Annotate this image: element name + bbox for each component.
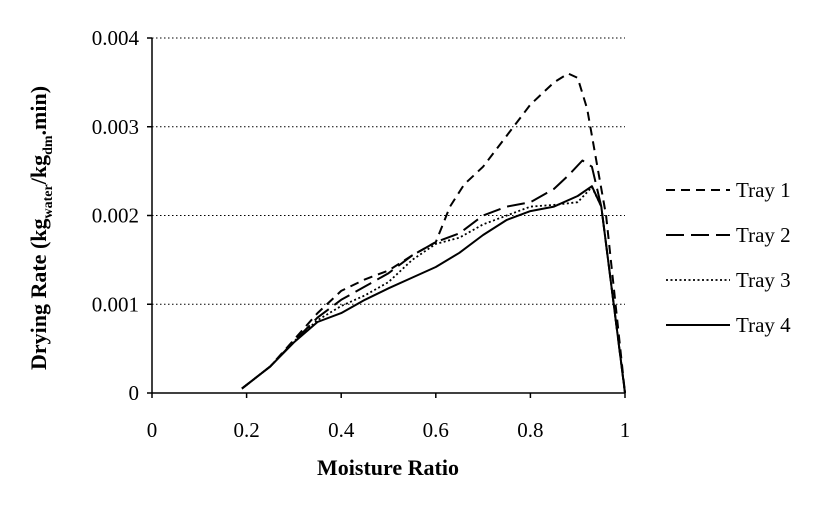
series-line-tray-1	[241, 72, 626, 394]
y-axis-title-mid: /kg	[26, 155, 51, 185]
y-axis-title-sub1: water	[41, 184, 56, 218]
series-line-tray-4	[241, 185, 626, 394]
legend-label: Tray 4	[736, 313, 791, 337]
series-line-tray-3	[241, 186, 626, 394]
x-tick-label: 0.4	[328, 418, 355, 442]
legend: Tray 1 Tray 2 Tray 3 Tray 4	[666, 178, 791, 337]
y-tick-label: 0.003	[92, 115, 139, 139]
legend-label: Tray 2	[736, 223, 791, 247]
y-tick-label: 0.001	[92, 292, 139, 316]
series-lines	[241, 72, 626, 394]
x-tick-label: 1	[620, 418, 631, 442]
y-axis-title-end: .min)	[26, 86, 51, 136]
legend-label: Tray 3	[736, 268, 791, 292]
x-tick-label: 0.2	[233, 418, 259, 442]
y-tick-label: 0	[129, 381, 140, 405]
y-axis-title-sub2: dm	[41, 135, 56, 155]
y-tick-label: 0.002	[92, 204, 139, 228]
y-tick-label: 0.004	[92, 26, 140, 50]
x-tick-label: 0.8	[517, 418, 543, 442]
x-tick-label: 0.6	[423, 418, 449, 442]
y-tick-labels: 0 0.001 0.002 0.003 0.004	[92, 26, 152, 405]
legend-label: Tray 1	[736, 178, 791, 202]
grid-lines	[152, 37, 625, 305]
x-tick-labels: 0 0.2 0.4 0.6 0.8 1	[147, 393, 631, 442]
y-axis-title-main: Drying Rate (kg	[26, 218, 51, 370]
x-axis-title: Moisture Ratio	[317, 455, 459, 480]
series-line-tray-2	[241, 159, 626, 394]
x-tick-label: 0	[147, 418, 158, 442]
y-axis-title: Drying Rate (kgwater/kgdm.min)	[26, 86, 56, 370]
